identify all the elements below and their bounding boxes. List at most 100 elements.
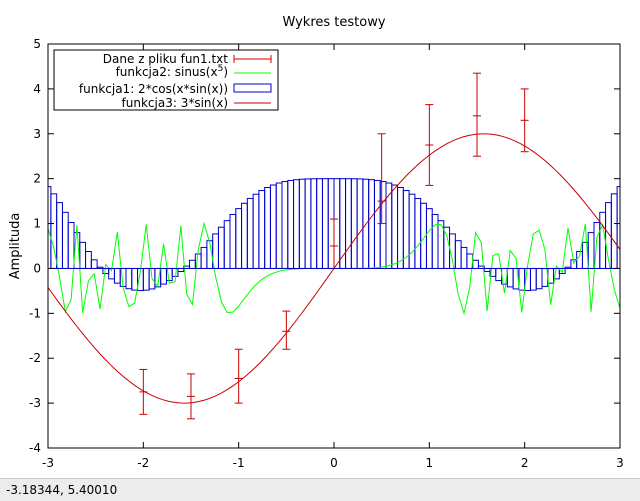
x-tick-label: -2 (137, 456, 149, 470)
errorbar-point (282, 310, 291, 350)
y-tick-label: -1 (29, 306, 41, 320)
y-tick-label: -3 (29, 396, 41, 410)
bar (200, 246, 208, 269)
legend-key-funkcja1 (233, 83, 272, 93)
x-tick-label: 1 (426, 456, 434, 470)
bar (142, 267, 150, 291)
legend-label-data: Dane z pliku fun1.txt (103, 52, 228, 66)
chart: Wykres testowy Amplituda -3 -2 -1 0 1 2 3-4-3-… (8, 15, 624, 470)
bar (518, 267, 526, 291)
bar (339, 178, 347, 269)
bar (217, 226, 225, 269)
x-tick-label: 2 (521, 456, 529, 470)
bar (535, 267, 543, 290)
errorbar-point (234, 348, 243, 404)
y-tick-label: 0 (33, 261, 41, 275)
bar (287, 179, 295, 269)
bar (391, 184, 399, 269)
bar (269, 184, 277, 269)
chart-title: Wykres testowy (282, 15, 385, 30)
bar (327, 178, 335, 269)
bar (529, 267, 537, 291)
bar (125, 267, 133, 290)
bar (61, 211, 69, 269)
legend: Dane z pliku fun1.txt funkcja2: sinus(x5… (53, 49, 279, 111)
bar (90, 259, 98, 269)
bar (189, 259, 196, 269)
bar (587, 232, 595, 269)
bar (56, 202, 63, 269)
y-tick-label: 2 (33, 172, 41, 186)
y-axis-label: Amplituda (8, 213, 23, 280)
bar (304, 178, 312, 269)
errorbar-point (473, 72, 481, 157)
bar (235, 208, 243, 269)
bar (160, 267, 167, 285)
bar (431, 213, 439, 269)
y-tick-label: 3 (33, 127, 41, 141)
legend-box (53, 49, 279, 111)
bar (345, 178, 352, 269)
bar (350, 178, 358, 269)
bar (264, 187, 271, 269)
bar (85, 250, 92, 269)
bar (298, 178, 306, 269)
errorbar-series (139, 72, 529, 420)
bar (506, 267, 514, 288)
bar (333, 178, 341, 269)
bar (316, 178, 323, 269)
x-tick-label: 3 (616, 456, 624, 470)
bar (356, 178, 364, 269)
cursor-coordinates: -3.18344, 5.40010 (6, 483, 118, 497)
bar (460, 246, 468, 269)
bar (275, 182, 283, 269)
bar (67, 221, 75, 269)
x-tick-label: -1 (233, 456, 245, 470)
bar (321, 178, 329, 269)
bar (472, 259, 479, 269)
y-tick-label: -2 (29, 351, 41, 365)
y-tick-label: 4 (33, 82, 41, 96)
legend-label-funkcja2: funkcja2: sinus(x5) (116, 64, 228, 79)
bar (246, 197, 254, 269)
bar (373, 179, 381, 269)
bar (171, 267, 179, 277)
bar (599, 211, 607, 269)
bar (408, 193, 416, 269)
y-tick-label: -4 (29, 441, 41, 455)
bar (414, 197, 422, 269)
x-tick-label: 0 (330, 456, 338, 470)
bar (223, 220, 231, 269)
legend-keys (233, 55, 272, 104)
bar (252, 193, 260, 269)
bar (293, 179, 300, 269)
bar (229, 213, 237, 269)
bar (131, 267, 139, 291)
y-tick-label: 1 (33, 217, 41, 231)
bar (454, 240, 462, 269)
bar (102, 267, 110, 275)
bar (281, 181, 289, 269)
errorbar-point (520, 88, 529, 153)
bar (241, 202, 248, 269)
bar (310, 178, 318, 269)
errorbar-point (377, 133, 386, 225)
bar (425, 208, 433, 269)
legend-label-funkcja3: funkcja3: 3*sin(x) (122, 96, 228, 110)
bar (113, 267, 121, 284)
bar (258, 190, 266, 269)
bar (397, 187, 404, 269)
bar (443, 226, 451, 269)
errorbar-point (330, 218, 338, 269)
y-tick-label: 5 (33, 37, 41, 51)
status-bar: -3.18344, 5.40010 (0, 478, 640, 501)
bar (610, 193, 618, 269)
errorbar-point (187, 373, 195, 420)
bar (368, 179, 375, 269)
errorbar-point (425, 104, 434, 186)
bar (379, 181, 387, 269)
x-tick-label: -3 (42, 456, 54, 470)
errorbar-point (139, 368, 148, 415)
legend-label-funkcja1: funkcja1: 2*cos(x*sin(x)) (79, 82, 228, 96)
